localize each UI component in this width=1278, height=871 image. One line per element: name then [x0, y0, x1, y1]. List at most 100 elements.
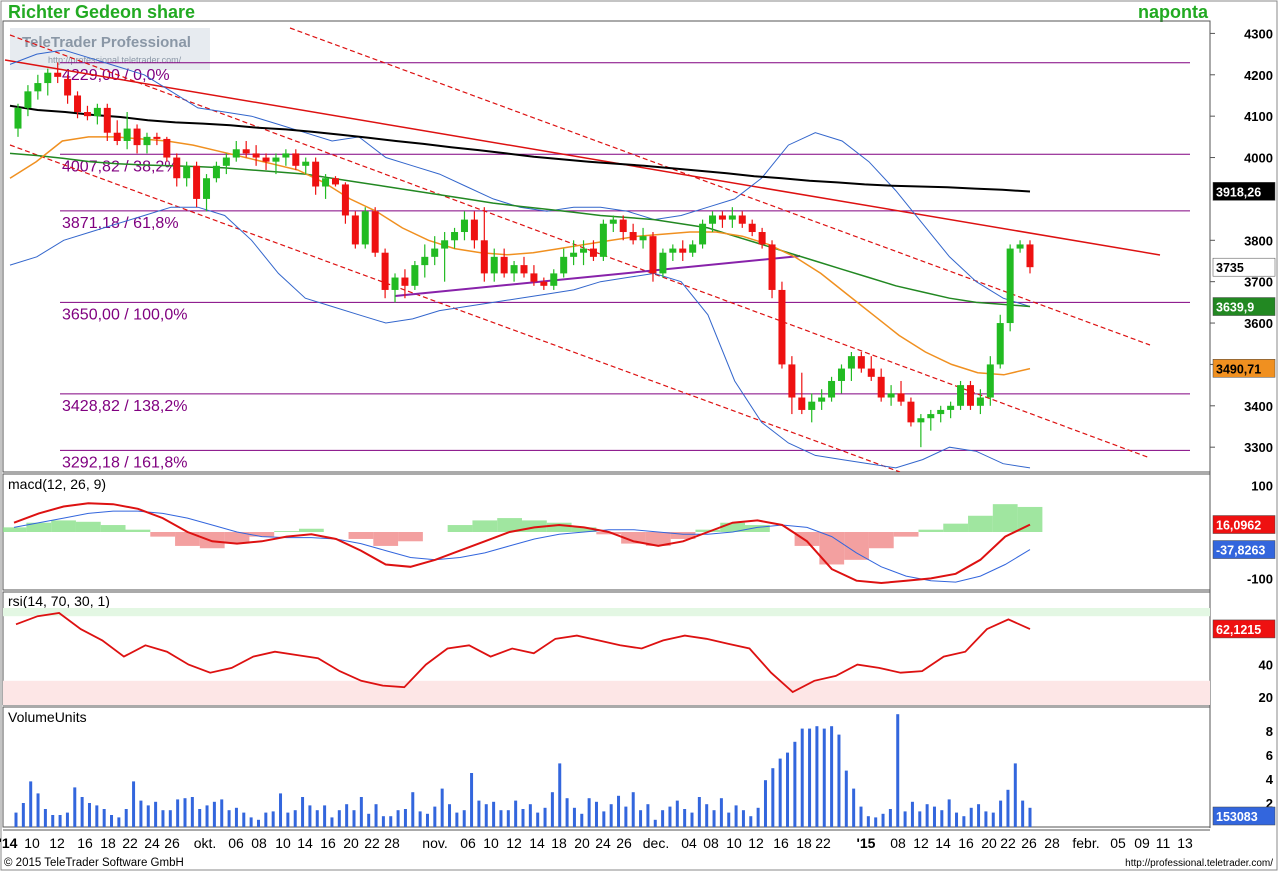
volume-bar [411, 792, 415, 827]
volume-badge: 153083 [1216, 810, 1258, 824]
volume-bar [484, 804, 488, 827]
trend-line [4, 59, 1161, 256]
macd-histogram-bar [596, 532, 622, 535]
candle-body [907, 401, 915, 423]
price-badge: 3490,71 [1216, 362, 1261, 376]
volume-bar [991, 812, 995, 827]
price-tick-label: 3400 [1244, 399, 1273, 414]
volume-bar [528, 804, 532, 827]
x-tick-label: 20 [343, 835, 359, 851]
volume-bar [624, 806, 628, 827]
x-tick-label: 12 [748, 835, 764, 851]
x-tick-label: 14 [297, 835, 313, 851]
volume-bar [881, 813, 885, 827]
volume-bar [631, 792, 635, 827]
volume-bar [183, 798, 187, 827]
volume-bar [102, 809, 106, 827]
macd-label: macd(12, 26, 9) [8, 476, 106, 492]
volume-bar [301, 797, 305, 827]
macd-badge-bg [1212, 515, 1276, 534]
macd-histogram-bar [571, 527, 597, 532]
chart-title: Richter Gedeon share [8, 2, 195, 22]
candle-body [788, 364, 796, 398]
volume-tick-label: 8 [1266, 724, 1273, 739]
volume-bar [572, 807, 576, 827]
candle-body [897, 393, 905, 402]
footer-url: http://professional.teletrader.com/ [1125, 858, 1273, 869]
candle-body [302, 161, 310, 166]
volume-bar [675, 800, 679, 827]
candle-body [857, 356, 865, 369]
macd-histogram-bar [645, 532, 671, 546]
volume-bar [308, 805, 312, 827]
x-tick-label: 26 [1021, 835, 1037, 851]
candle-body [371, 211, 379, 253]
candle-body [1006, 248, 1014, 324]
ema-short-line [9, 136, 1031, 376]
fib-level-label: 4229,00 / 0,0% [62, 67, 170, 84]
price-badge-bg [1212, 297, 1276, 316]
candle-body [1016, 244, 1024, 249]
x-tick-label: 09 [1134, 835, 1150, 851]
candle-body [649, 236, 657, 274]
macd-histogram-bar [398, 532, 423, 542]
x-tick-label: 13 [1177, 835, 1193, 851]
price-tick-label: 4000 [1244, 151, 1273, 166]
rsi-badge: 62,1215 [1216, 623, 1261, 637]
candle-body [738, 215, 746, 224]
x-tick-label: 10 [726, 835, 742, 851]
macd-histogram-bar [745, 525, 770, 532]
macd-histogram-bar [918, 529, 944, 532]
volume-bar [940, 810, 944, 827]
macd-histogram-bar [75, 521, 101, 532]
rsi-line [15, 612, 1031, 694]
bollinger-lower-line [9, 206, 1031, 469]
candle-body [272, 157, 280, 162]
rsi-oversold-zone [3, 680, 1210, 705]
volume-bar [65, 812, 69, 827]
price-tick-label: 3300 [1244, 440, 1273, 455]
candle-body [490, 256, 498, 274]
candle-body [659, 252, 667, 274]
x-tick-label: 22 [815, 835, 831, 851]
candle-body [351, 215, 359, 245]
period-label: naponta [1138, 2, 1209, 22]
price-tick-label: 4100 [1244, 109, 1273, 124]
macd-badge: 16,0962 [1216, 519, 1261, 533]
volume-bar [514, 800, 518, 827]
volume-bar [21, 803, 25, 827]
candle-body [808, 401, 816, 410]
volume-bar [734, 805, 738, 827]
volume-bar [293, 810, 297, 827]
volume-bar [323, 805, 327, 827]
volume-bar [550, 792, 554, 827]
volume-tick-label: 6 [1266, 748, 1273, 763]
x-tick-label: 12 [913, 835, 929, 851]
x-tick-label: 26 [616, 835, 632, 851]
x-tick-label: 28 [384, 835, 400, 851]
volume-bar [359, 797, 363, 827]
candle-body [64, 78, 72, 96]
candle-body [103, 107, 111, 133]
macd-histogram-bar [670, 532, 696, 539]
candle-body [460, 219, 468, 233]
x-tick-label: 10 [483, 835, 499, 851]
price-tick-label: 3700 [1244, 275, 1273, 290]
volume-bar [477, 800, 481, 827]
candle-body [232, 149, 240, 158]
candle-body [847, 356, 855, 369]
sma-long-line [9, 104, 1031, 193]
macd-histogram-bar [348, 532, 374, 539]
volume-bar [73, 787, 77, 827]
candle-body [381, 252, 389, 290]
candle-body [451, 232, 459, 241]
candle-body [193, 165, 201, 199]
candle-body [470, 219, 478, 241]
x-tick-label: febr. [1072, 835, 1099, 851]
candle-body [540, 281, 548, 286]
x-tick-label: 20 [981, 835, 997, 851]
volume-bar [1013, 763, 1017, 827]
candle-body [401, 277, 409, 286]
volume-bar [36, 793, 40, 827]
candle-body [431, 248, 439, 257]
